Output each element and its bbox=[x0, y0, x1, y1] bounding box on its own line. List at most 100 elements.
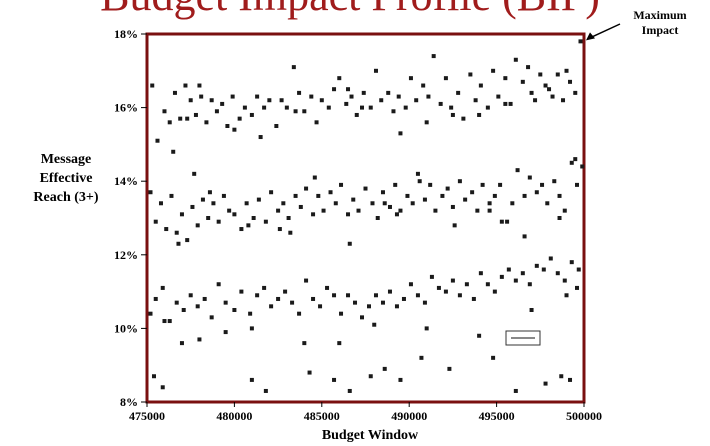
data-point bbox=[410, 201, 415, 206]
data-point bbox=[545, 201, 550, 206]
data-point bbox=[450, 204, 455, 209]
data-point bbox=[242, 105, 247, 110]
data-point bbox=[337, 341, 342, 346]
data-point bbox=[193, 112, 198, 117]
data-point bbox=[431, 54, 436, 59]
data-point bbox=[419, 355, 424, 360]
data-point bbox=[153, 219, 158, 224]
data-point bbox=[533, 98, 538, 103]
data-point bbox=[368, 374, 373, 379]
data-point bbox=[223, 300, 228, 305]
data-point bbox=[339, 182, 344, 187]
data-point bbox=[151, 374, 156, 379]
chart-title: Budget Impact Profile (BIP) bbox=[90, 0, 610, 21]
data-point bbox=[475, 208, 480, 213]
data-point bbox=[200, 197, 205, 202]
data-point bbox=[311, 212, 316, 217]
data-point bbox=[291, 65, 296, 70]
data-point bbox=[382, 201, 387, 206]
data-point bbox=[174, 230, 179, 235]
data-point bbox=[382, 366, 387, 371]
data-point bbox=[188, 98, 193, 103]
data-point bbox=[148, 190, 153, 195]
data-point bbox=[188, 293, 193, 298]
data-point bbox=[478, 271, 483, 276]
data-point bbox=[255, 94, 260, 99]
data-point bbox=[293, 109, 298, 114]
data-point bbox=[547, 87, 552, 92]
data-point bbox=[281, 201, 286, 206]
data-point bbox=[575, 182, 580, 187]
data-point bbox=[529, 90, 534, 95]
data-point bbox=[380, 190, 385, 195]
data-point bbox=[312, 175, 317, 180]
data-point bbox=[443, 289, 448, 294]
data-point bbox=[297, 311, 302, 316]
data-point bbox=[178, 116, 183, 121]
data-point bbox=[216, 282, 221, 287]
data-point bbox=[401, 296, 406, 301]
data-point bbox=[562, 208, 567, 213]
data-point bbox=[325, 285, 330, 290]
data-point bbox=[302, 341, 307, 346]
data-point bbox=[534, 263, 539, 268]
data-point bbox=[150, 83, 155, 88]
data-point bbox=[428, 182, 433, 187]
data-point bbox=[267, 98, 272, 103]
data-point bbox=[277, 227, 282, 232]
data-point bbox=[339, 311, 344, 316]
data-point bbox=[450, 112, 455, 117]
data-point bbox=[529, 308, 534, 312]
data-point bbox=[415, 171, 420, 176]
y-tick-label: 18% bbox=[114, 27, 138, 41]
data-point bbox=[492, 289, 497, 294]
data-point bbox=[209, 98, 214, 103]
data-point bbox=[290, 300, 295, 305]
data-point bbox=[155, 138, 160, 143]
data-point bbox=[555, 271, 560, 276]
data-point bbox=[172, 90, 177, 95]
data-point bbox=[249, 112, 254, 117]
data-point bbox=[559, 374, 564, 379]
data-point bbox=[169, 193, 174, 198]
data-point bbox=[456, 90, 461, 95]
x-tick-label: 485000 bbox=[304, 409, 340, 423]
data-point bbox=[555, 72, 560, 77]
data-point bbox=[304, 278, 309, 283]
data-point bbox=[361, 90, 366, 95]
data-point bbox=[569, 160, 574, 165]
data-point bbox=[506, 267, 511, 272]
data-point bbox=[309, 94, 314, 99]
data-point bbox=[538, 72, 543, 77]
data-point bbox=[548, 256, 553, 261]
data-point bbox=[153, 296, 158, 301]
data-point bbox=[396, 94, 401, 99]
data-point bbox=[387, 289, 392, 294]
data-point bbox=[286, 216, 291, 220]
data-point bbox=[192, 171, 197, 176]
data-point bbox=[316, 193, 321, 198]
data-point bbox=[569, 260, 574, 265]
data-point bbox=[415, 293, 420, 298]
data-point bbox=[503, 76, 508, 81]
data-point bbox=[541, 267, 546, 272]
data-point bbox=[319, 98, 324, 103]
data-point bbox=[360, 315, 365, 320]
data-point bbox=[464, 282, 469, 287]
data-point bbox=[534, 190, 539, 195]
data-point bbox=[167, 120, 172, 125]
data-point bbox=[239, 227, 244, 232]
data-point bbox=[347, 388, 352, 393]
data-point bbox=[403, 105, 408, 110]
x-tick-label: 480000 bbox=[216, 409, 252, 423]
data-point bbox=[568, 79, 573, 84]
data-point bbox=[485, 105, 490, 110]
data-point bbox=[496, 94, 501, 99]
plot-frame bbox=[145, 32, 586, 404]
data-point bbox=[220, 101, 225, 106]
data-point bbox=[258, 135, 263, 140]
data-point bbox=[491, 68, 496, 73]
data-point bbox=[269, 304, 274, 309]
data-point bbox=[370, 201, 375, 206]
data-point bbox=[527, 175, 532, 180]
